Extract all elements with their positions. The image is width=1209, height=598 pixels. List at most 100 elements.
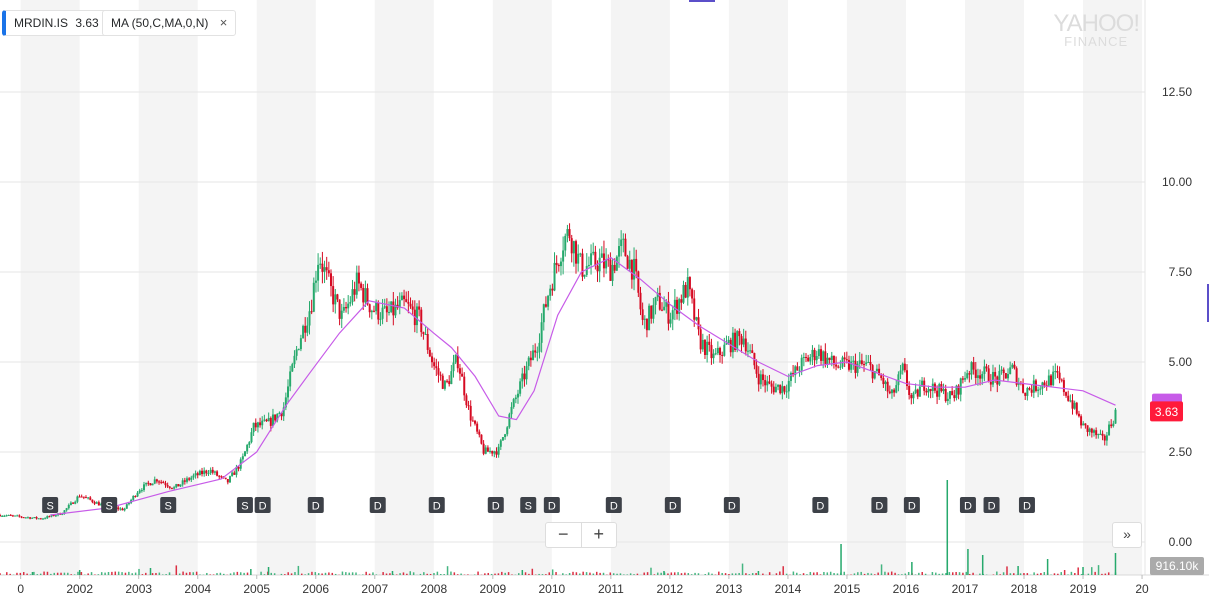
volume-bar — [623, 574, 625, 575]
zoom-in-button[interactable]: + — [593, 524, 604, 544]
volume-bar — [650, 567, 652, 575]
volume-bar — [823, 571, 825, 575]
candle-body — [921, 380, 924, 387]
event-marker-d[interactable]: D — [428, 497, 445, 513]
event-marker-d[interactable]: D — [983, 497, 1000, 513]
candle-body — [80, 496, 83, 498]
candle-body — [338, 299, 341, 319]
candle-body — [893, 389, 896, 393]
volume-bar — [538, 573, 540, 575]
event-marker-d[interactable]: D — [369, 497, 386, 513]
event-marker-d[interactable]: D — [254, 497, 271, 513]
event-marker-d[interactable]: D — [1018, 497, 1035, 513]
volume-bar — [128, 571, 130, 575]
volume-bar — [351, 572, 354, 575]
volume-bar — [880, 564, 883, 575]
candle-body — [536, 351, 539, 353]
candle-body — [596, 265, 599, 272]
symbol-chip[interactable]: MRDIN.IS 3.63 — [2, 10, 108, 36]
event-marker-s[interactable]: S — [236, 497, 253, 513]
volume-bar — [375, 574, 378, 575]
volume-bar — [860, 571, 862, 575]
candle-body — [205, 470, 208, 474]
candle-body — [299, 338, 302, 350]
event-marker-d[interactable]: D — [307, 497, 324, 513]
volume-bar — [548, 572, 551, 575]
event-marker-d[interactable]: D — [543, 497, 560, 513]
event-marker-s[interactable]: S — [101, 497, 118, 513]
volume-bar — [890, 571, 893, 575]
volume-bar — [260, 571, 262, 575]
volume-bar — [863, 573, 866, 575]
event-marker-s[interactable]: S — [42, 497, 59, 513]
candle-body — [143, 484, 146, 491]
candle-body — [235, 466, 238, 475]
x-axis: 0 2002 2003 2004 2005 2006 2007 2008 2009 2010 201… — [17, 575, 1149, 596]
volume-tag — [1150, 557, 1204, 575]
candle-body — [1043, 382, 1046, 386]
volume-bar — [589, 572, 591, 575]
event-marker-d[interactable]: D — [723, 497, 740, 513]
candle-body — [946, 398, 949, 402]
event-marker-d[interactable]: D — [605, 497, 622, 513]
volume-bar — [785, 573, 788, 575]
top-range-handle[interactable] — [689, 0, 715, 2]
candle-body — [824, 351, 827, 364]
event-marker-d[interactable]: D — [664, 497, 681, 513]
candle-body — [976, 375, 979, 378]
candle-body — [852, 360, 855, 362]
event-marker-s[interactable]: S — [160, 497, 177, 513]
candle-body — [1004, 373, 1007, 379]
candle-body — [20, 516, 23, 518]
candle-body — [418, 306, 421, 310]
volume-spike — [1082, 567, 1084, 575]
indicator-chip[interactable]: MA (50,C,MA,0,N) × — [102, 10, 237, 36]
candle-body — [480, 434, 483, 444]
candle-body — [557, 264, 560, 267]
candle-body — [123, 508, 126, 511]
candle-body — [261, 420, 264, 426]
candle-body — [899, 370, 902, 375]
marker-label: D — [728, 501, 736, 513]
candle-body — [1015, 368, 1018, 385]
volume-bar — [874, 574, 876, 575]
expand-button[interactable]: » — [1112, 522, 1142, 548]
volume-bar — [134, 572, 137, 575]
marker-box — [487, 497, 504, 513]
volume-spike — [757, 571, 760, 575]
volume-spike — [1114, 553, 1117, 575]
candle-body — [446, 380, 449, 382]
candle-body — [798, 370, 801, 372]
close-icon[interactable]: × — [219, 15, 228, 30]
volume-bar — [87, 573, 89, 575]
candle-body — [703, 339, 706, 355]
volume-bar — [372, 572, 374, 575]
candle-body — [957, 385, 960, 395]
candle-body — [456, 354, 459, 369]
zoom-out-button[interactable]: − — [546, 523, 582, 547]
event-marker-d[interactable]: D — [487, 497, 504, 513]
candle-body — [929, 388, 932, 392]
right-range-handle[interactable] — [1207, 284, 1209, 322]
candle-body — [998, 370, 1001, 385]
event-marker-d[interactable]: D — [812, 497, 829, 513]
candle-body — [723, 344, 726, 356]
candle-body — [618, 246, 621, 257]
candle-body — [486, 447, 489, 452]
candle-body — [815, 356, 818, 361]
volume-bar — [921, 571, 923, 575]
event-marker-d[interactable]: D — [903, 497, 920, 513]
candle-body — [482, 443, 485, 454]
candle-body — [725, 343, 728, 345]
candle-body — [192, 475, 195, 478]
candle-body — [600, 253, 603, 258]
x-tick-label: 2015 — [834, 582, 861, 596]
volume-bar — [1023, 573, 1025, 575]
candle-body — [452, 362, 455, 372]
marker-label: S — [46, 501, 53, 513]
event-marker-s[interactable]: S — [520, 497, 537, 513]
event-marker-d[interactable]: D — [959, 497, 976, 513]
event-marker-d[interactable]: D — [871, 497, 888, 513]
